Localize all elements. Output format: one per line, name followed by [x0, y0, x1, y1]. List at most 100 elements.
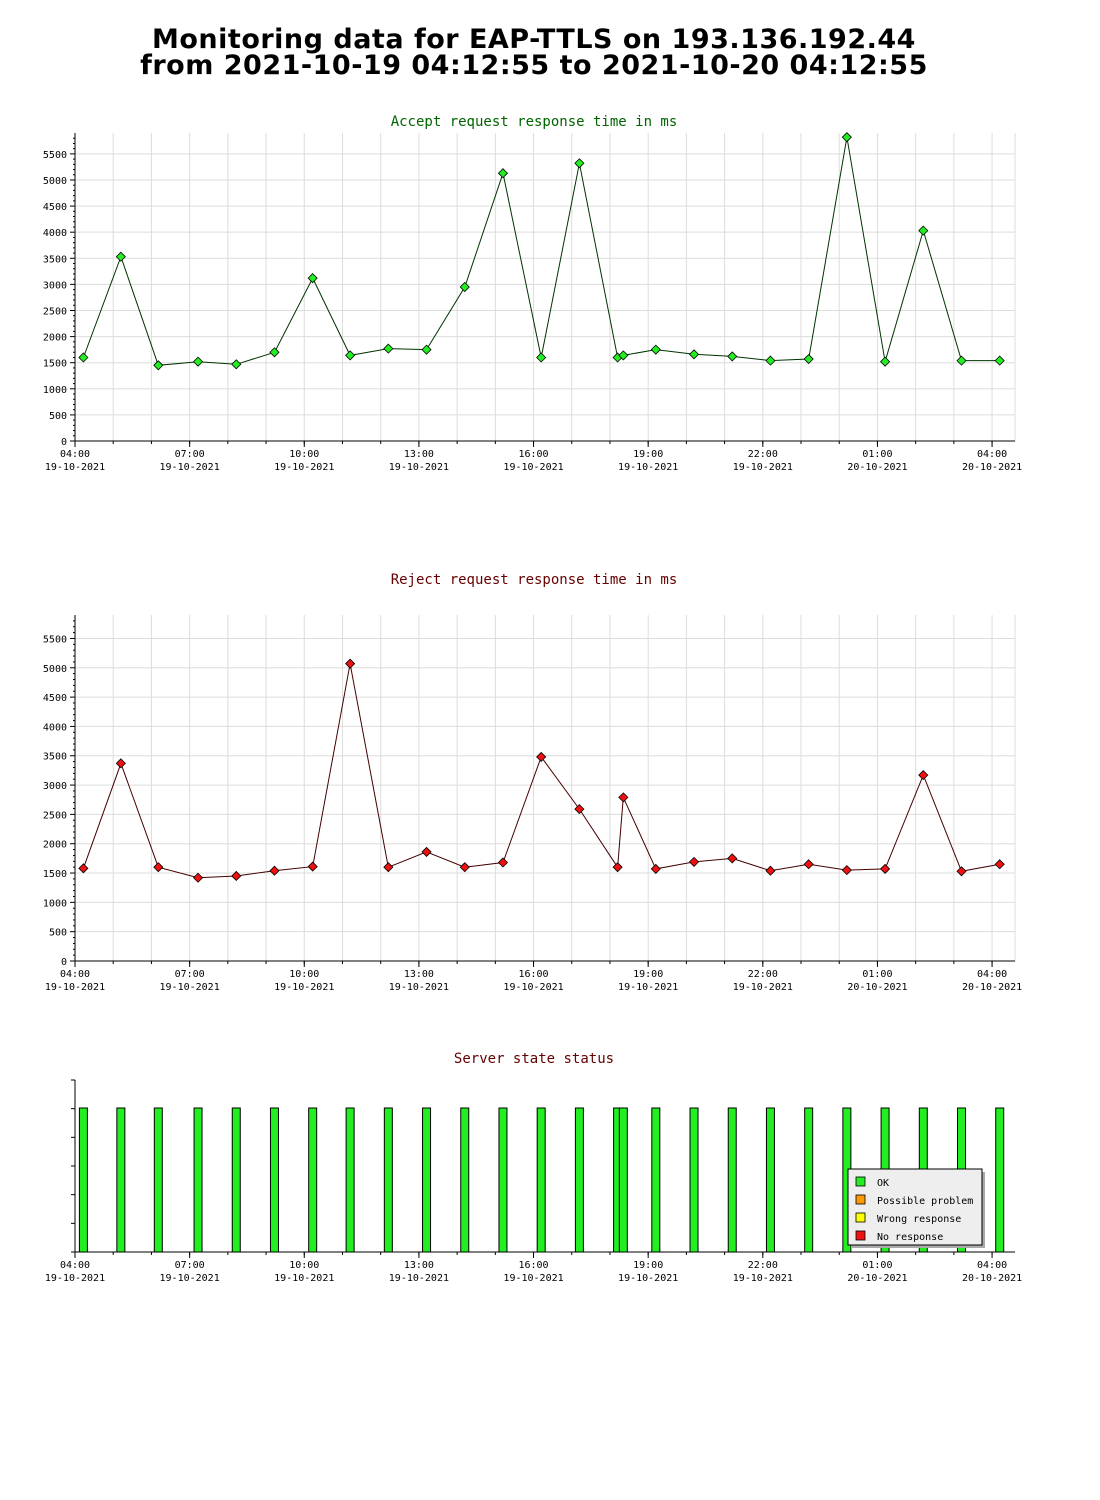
reject-data-point: [497, 857, 509, 868]
reject-data-point: [918, 770, 929, 781]
x-tick-time-label: 04:00: [977, 449, 1007, 460]
reject-data-point: [650, 863, 661, 874]
accept-data-point: [688, 349, 700, 360]
y-tick-label: 4000: [43, 722, 67, 733]
x-tick-date-label: 19-10-2021: [618, 462, 678, 473]
accept-data-point: [618, 350, 629, 361]
status-bar: [308, 1107, 318, 1253]
x-tick-date-label: 19-10-2021: [733, 982, 793, 993]
legend-label: Wrong response: [877, 1214, 961, 1225]
y-tick-label: 5500: [43, 634, 67, 645]
accept-data-point: [803, 353, 814, 365]
status-bar: [651, 1107, 661, 1253]
status-bar: [153, 1107, 163, 1253]
reject-data-point: [421, 846, 432, 857]
reject-data-point: [956, 866, 967, 877]
accept-data-point: [307, 273, 318, 284]
accept-data-point: [78, 352, 89, 363]
accept-data-point: [956, 355, 967, 366]
x-tick-time-label: 07:00: [175, 1260, 205, 1271]
x-tick-date-label: 19-10-2021: [160, 462, 220, 473]
status-bar: [231, 1107, 241, 1253]
legend-box: [847, 1168, 983, 1246]
accept-data-point: [421, 344, 432, 355]
x-tick-time-label: 04:00: [977, 1260, 1007, 1271]
x-tick-time-label: 04:00: [60, 1260, 90, 1271]
x-tick-time-label: 04:00: [60, 449, 90, 460]
accept-data-point: [650, 344, 661, 355]
x-tick-date-label: 19-10-2021: [389, 1273, 449, 1284]
reject-series-line: [82, 663, 1000, 879]
accept-data-point: [918, 225, 929, 236]
status-bar: [804, 1107, 814, 1253]
reject-data-point: [841, 865, 852, 876]
x-tick-date-label: 19-10-2021: [389, 462, 449, 473]
accept-data-point: [994, 355, 1005, 366]
status-bar: [269, 1107, 279, 1253]
accept-data-point: [153, 360, 164, 371]
reject-data-point: [536, 751, 547, 762]
reject-data-point: [880, 863, 891, 874]
reject-data-point: [688, 856, 700, 867]
reject-data-point: [78, 863, 89, 874]
y-tick-label: 2500: [43, 810, 67, 821]
accept-data-point: [459, 281, 470, 293]
accept-data-point: [115, 251, 126, 262]
status-bar: [78, 1107, 88, 1253]
accept-data-point: [727, 351, 738, 362]
y-tick-label: 1500: [43, 869, 67, 880]
accept-data-point: [765, 355, 776, 366]
x-tick-time-label: 07:00: [175, 969, 205, 980]
y-tick-label: 5500: [43, 150, 67, 161]
accept-data-point: [841, 132, 852, 143]
y-tick-label: 2000: [43, 333, 67, 344]
x-tick-time-label: 10:00: [289, 1260, 319, 1271]
x-tick-date-label: 20-10-2021: [962, 982, 1022, 993]
reject-data-point: [383, 862, 394, 873]
x-tick-date-label: 19-10-2021: [160, 1273, 220, 1284]
y-tick-label: 1000: [43, 385, 67, 396]
x-tick-date-label: 20-10-2021: [962, 1273, 1022, 1284]
x-tick-date-label: 20-10-2021: [847, 1273, 907, 1284]
page-title-line-1: Monitoring data for EAP-TTLS on 193.136.…: [152, 24, 916, 55]
x-tick-time-label: 13:00: [404, 449, 434, 460]
y-tick-label: 0: [61, 437, 67, 448]
reject-data-point: [618, 792, 629, 803]
accept-data-point: [880, 356, 891, 367]
status-bar: [995, 1107, 1005, 1253]
x-tick-time-label: 22:00: [748, 969, 778, 980]
status-bar: [618, 1107, 628, 1253]
y-tick-label: 3000: [43, 781, 67, 792]
status-bar: [345, 1107, 355, 1253]
x-tick-date-label: 19-10-2021: [389, 982, 449, 993]
x-tick-time-label: 01:00: [862, 969, 892, 980]
legend-swatch: [855, 1176, 866, 1187]
status-chart-title: Server state status: [454, 1051, 614, 1067]
y-tick-label: 5000: [43, 664, 67, 675]
reject-data-point: [269, 865, 280, 876]
y-tick-label: 1500: [43, 359, 67, 370]
x-tick-date-label: 19-10-2021: [733, 1273, 793, 1284]
x-tick-time-label: 01:00: [862, 449, 892, 460]
status-bar: [498, 1107, 508, 1253]
x-tick-date-label: 19-10-2021: [45, 462, 105, 473]
x-tick-time-label: 22:00: [748, 449, 778, 460]
accept-data-point: [192, 356, 204, 367]
legend-swatch: [855, 1212, 866, 1223]
x-tick-date-label: 19-10-2021: [733, 462, 793, 473]
reject-data-point: [994, 859, 1005, 870]
server-status-chart: Server state status 04:00 19-10-2021 07:00…: [45, 1051, 1022, 1284]
status-bar: [460, 1107, 470, 1253]
y-tick-label: 5000: [43, 176, 67, 187]
accept-data-point: [536, 352, 547, 363]
legend-label: OK: [877, 1178, 889, 1189]
reject-data-point: [612, 862, 623, 873]
y-tick-label: 1000: [43, 898, 67, 909]
y-tick-label: 4500: [43, 202, 67, 213]
reject-data-point: [345, 658, 356, 669]
reject-data-point: [574, 804, 585, 815]
x-tick-date-label: 19-10-2021: [503, 462, 563, 473]
x-tick-time-label: 16:00: [518, 1260, 548, 1271]
y-tick-label: 4000: [43, 228, 67, 239]
x-tick-date-label: 19-10-2021: [160, 982, 220, 993]
